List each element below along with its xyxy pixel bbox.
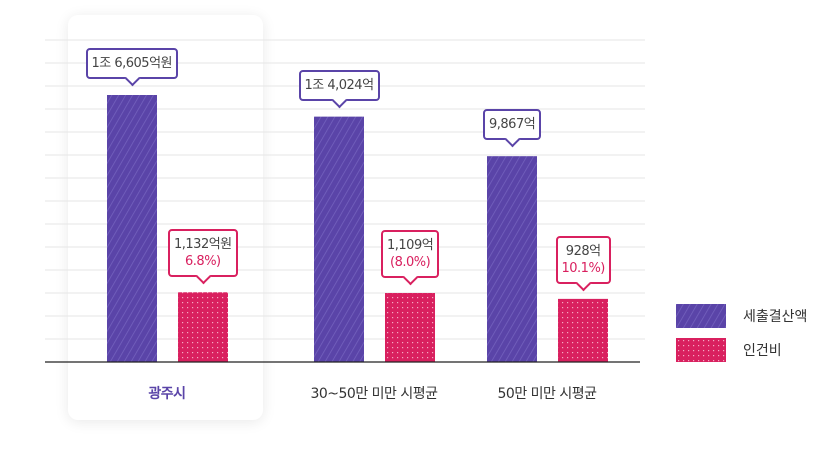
data-label-percent: (8.0%) xyxy=(390,254,431,270)
data-label-percent: 10.1%) xyxy=(561,260,606,276)
legend-label: 세출결산액 xyxy=(743,309,808,325)
bar-expenditure xyxy=(107,95,157,362)
highlight-card xyxy=(68,15,263,420)
data-label-expenditure: 1조 6,605억원 xyxy=(85,48,178,79)
data-label-value: 1,132억원 xyxy=(174,237,232,253)
legend-label: 인건비 xyxy=(743,343,782,359)
data-label-value: 1조 6,605억원 xyxy=(91,56,173,71)
data-label-percent: 6.8%) xyxy=(185,254,221,270)
data-label-value: 928억 xyxy=(565,243,601,259)
category-label: 30~50만 미만 시평균 xyxy=(310,386,438,402)
bar-personnel xyxy=(178,292,228,362)
bar-expenditure xyxy=(314,116,364,362)
category-label: 50만 미만 시평균 xyxy=(497,386,598,402)
data-label-expenditure: 9,867억 xyxy=(483,109,542,141)
legend-swatch-personnel xyxy=(676,338,726,362)
data-label-expenditure: 1조 4,024억 xyxy=(298,69,380,101)
bar-personnel xyxy=(558,298,608,362)
data-label-personnel: 928억 10.1%) xyxy=(555,235,611,284)
legend-swatch-expenditure xyxy=(676,304,726,328)
bar-expenditure xyxy=(487,156,537,362)
data-label-personnel: 1,132억원 6.8%) xyxy=(168,229,238,278)
data-label-value: 9,867억 xyxy=(489,117,536,133)
data-label-personnel: 1,109억 (8.0%) xyxy=(381,229,440,278)
bar-personnel xyxy=(385,292,435,362)
data-label-value: 1,109억 xyxy=(387,237,434,253)
category-label: 광주시 xyxy=(148,386,186,402)
data-label-value: 1조 4,024억 xyxy=(304,77,375,93)
